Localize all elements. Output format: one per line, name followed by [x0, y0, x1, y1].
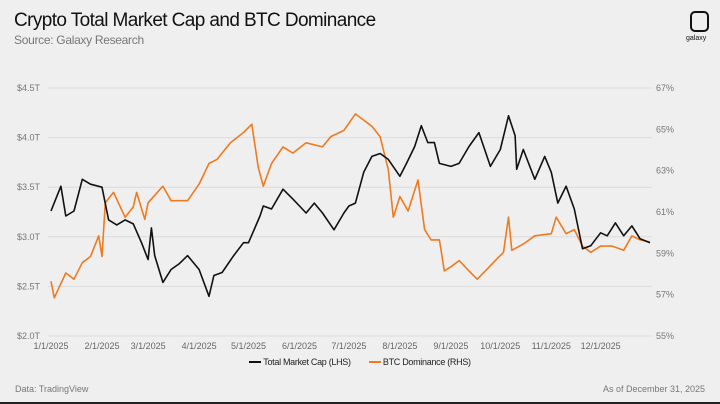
page-title: Crypto Total Market Cap and BTC Dominanc… [14, 10, 376, 31]
x-tick-label: 11/1/2025 [532, 341, 571, 351]
y-left-tick-label: $3.5T [17, 182, 41, 192]
x-tick-label: 8/1/2025 [382, 341, 417, 351]
galaxy-logo-text: galaxy [686, 35, 707, 42]
legend-label-btc-dominance: BTC Dominance (RHS) [382, 357, 471, 367]
y-left-tick-label: $4.5T [17, 83, 41, 93]
data-source: Data: TradingView [15, 384, 89, 394]
y-left-tick-label: $3.0T [17, 232, 41, 242]
y-right-tick-label: 55% [656, 331, 674, 341]
galaxy-logo-icon [690, 11, 709, 32]
x-tick-label: 5/1/2025 [231, 341, 266, 351]
series-line-btc-dominance [50, 113, 651, 299]
legend-item-btc-dominance: BTC Dominance (RHS) [368, 357, 471, 367]
x-tick-label: 9/1/2025 [433, 341, 468, 351]
series-line-total-market-cap [50, 115, 651, 298]
x-tick-label: 6/1/2025 [282, 341, 317, 351]
y-left-tick-label: $2.5T [17, 281, 41, 291]
y-right-tick-label: 67% [656, 83, 674, 93]
x-tick-label: 10/1/2025 [480, 341, 520, 351]
page-subtitle: Source: Galaxy Research [14, 33, 144, 47]
x-tick-label: 4/1/2025 [182, 341, 217, 351]
legend-label-total-market-cap: Total Market Cap (LHS) [263, 357, 351, 367]
x-tick-label: 1/1/2025 [33, 341, 68, 351]
y-left-tick-label: $2.0T [17, 331, 41, 341]
y-right-tick-label: 59% [656, 248, 674, 258]
y-right-tick-label: 65% [656, 124, 674, 134]
x-tick-label: 2/1/2025 [84, 341, 119, 351]
legend-swatch-total-market-cap [249, 361, 262, 363]
y-right-tick-label: 63% [656, 166, 674, 176]
bottom-divider [0, 402, 720, 404]
legend-swatch-btc-dominance [368, 361, 381, 363]
galaxy-logo: galaxy [686, 11, 712, 47]
x-tick-label: 3/1/2025 [131, 341, 166, 351]
y-right-tick-label: 61% [656, 207, 674, 217]
as-of-date: As of December 31, 2025 [602, 384, 705, 394]
y-right-tick-label: 57% [656, 290, 674, 300]
x-tick-label: 7/1/2025 [331, 341, 366, 351]
legend-item-total-market-cap: Total Market Cap (LHS) [249, 357, 351, 367]
y-left-tick-label: $4.0T [17, 133, 41, 143]
x-tick-label: 12/1/2025 [581, 341, 621, 351]
legend: Total Market Cap (LHS) BTC Dominance (RH… [0, 355, 720, 367]
